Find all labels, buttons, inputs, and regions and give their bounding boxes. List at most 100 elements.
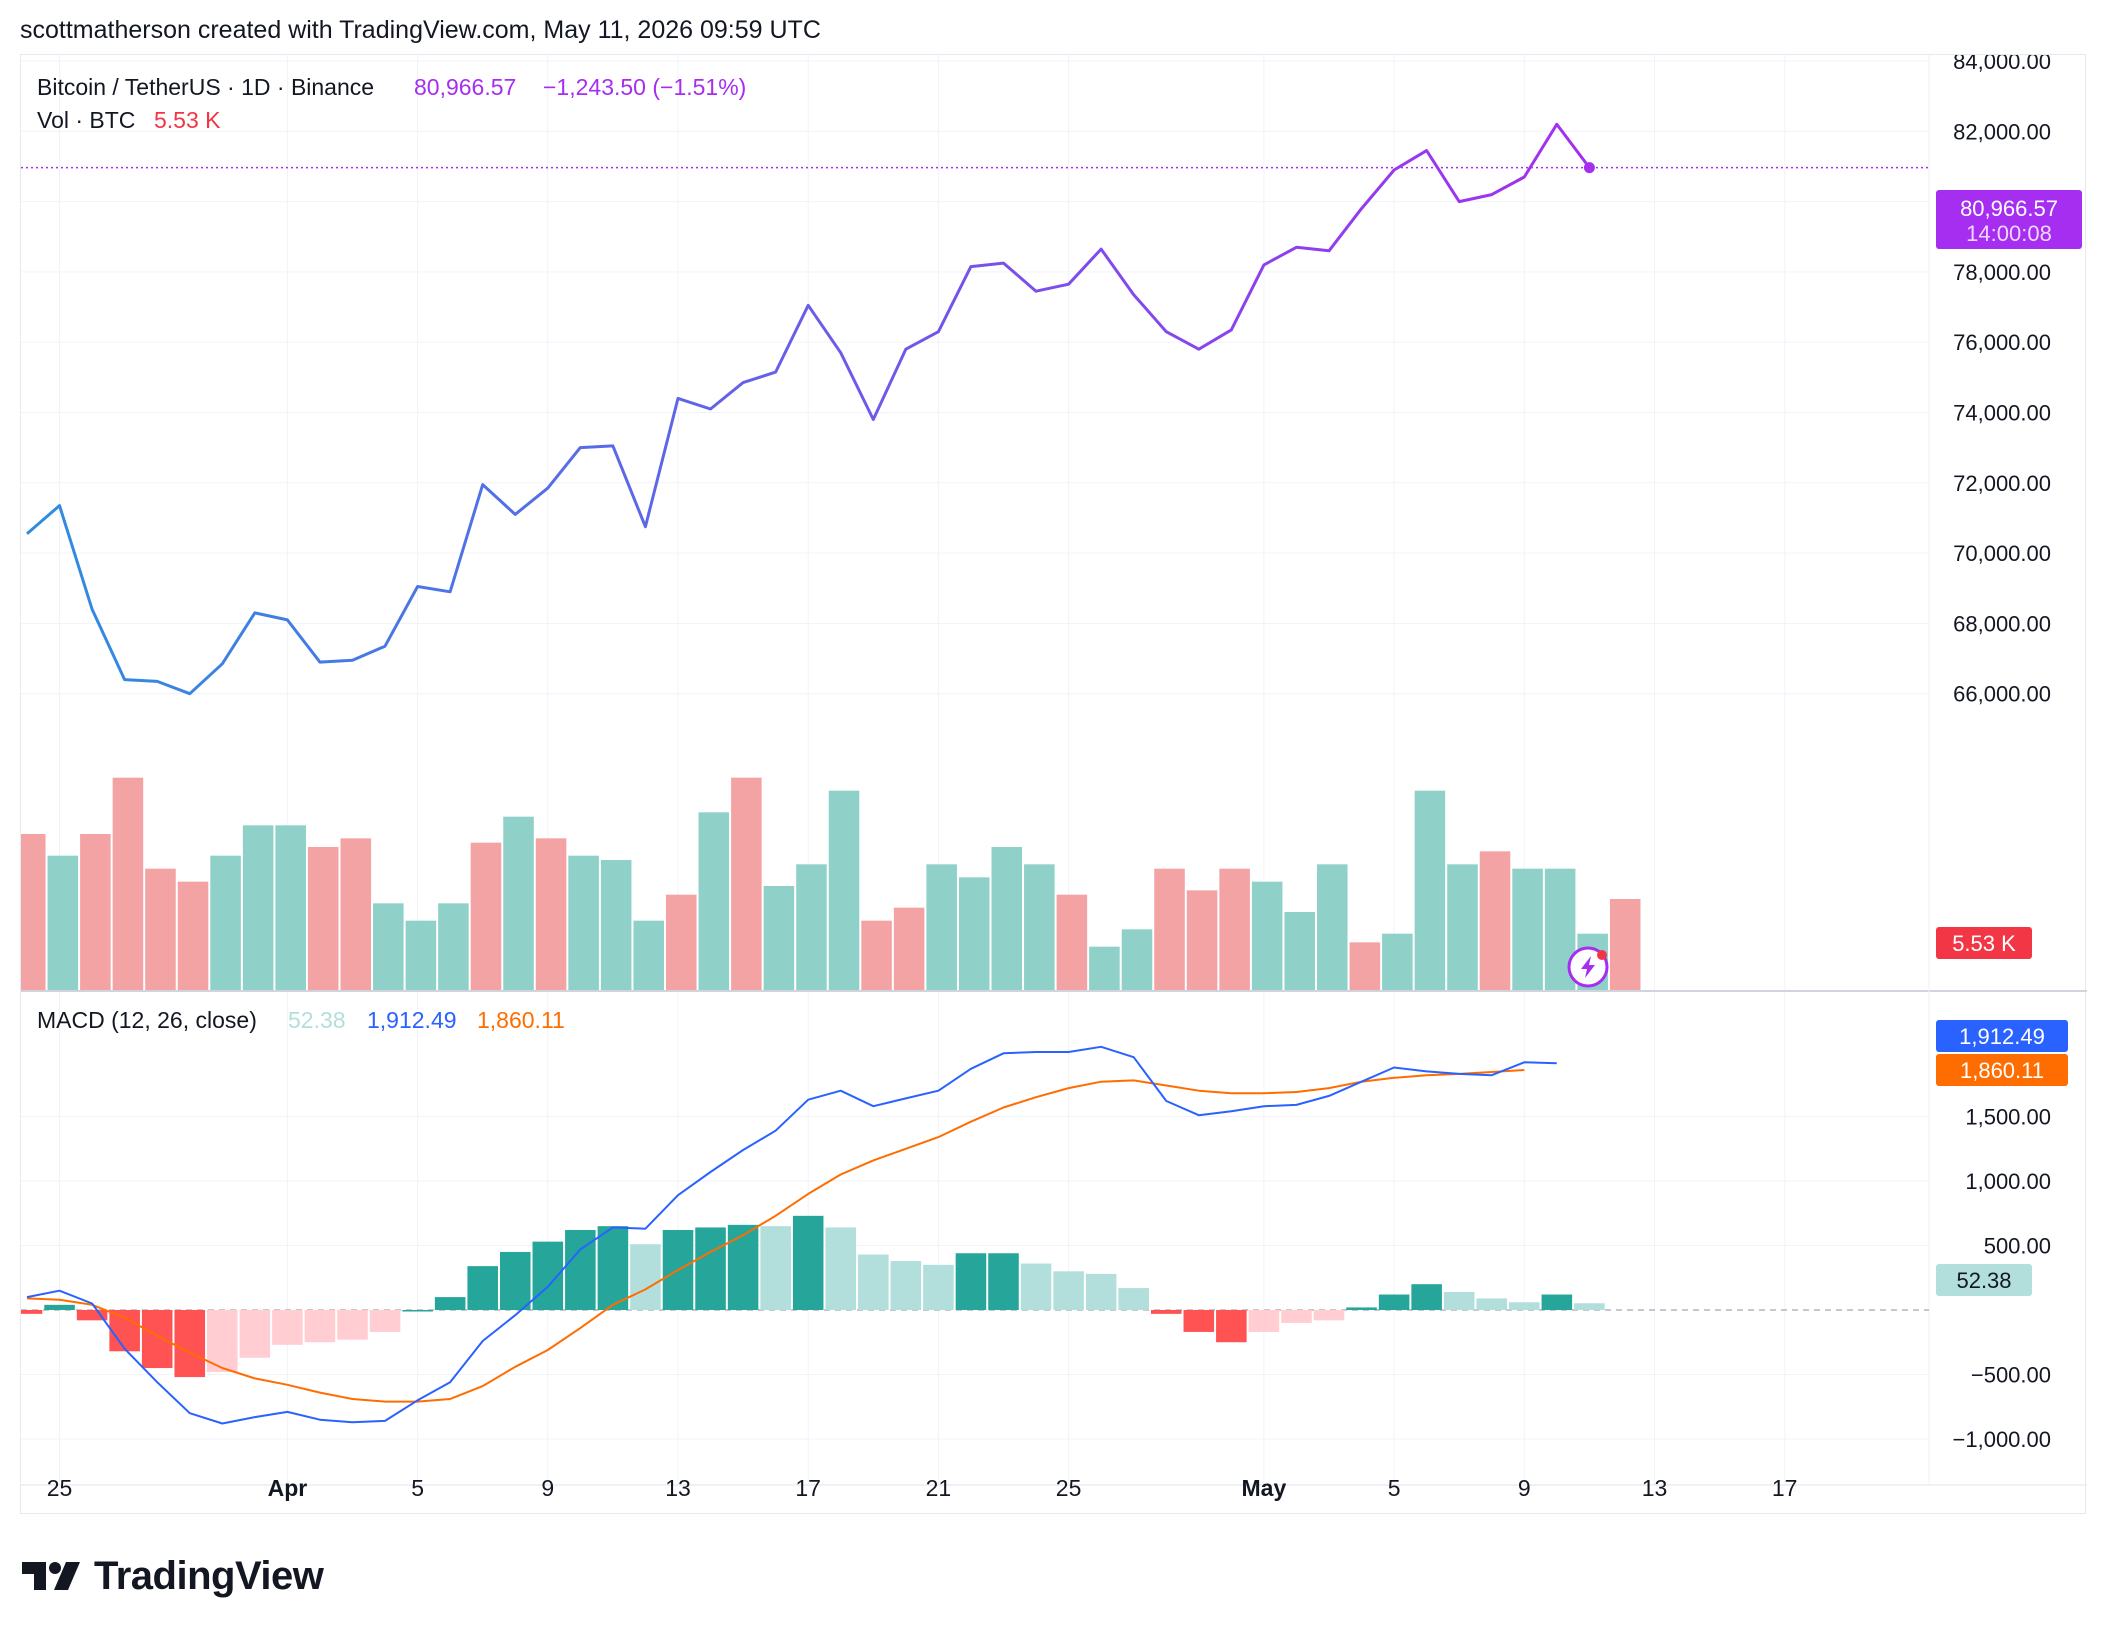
volume-bar: [1251, 881, 1283, 990]
volume-bar: [828, 790, 860, 990]
macd-histogram-bar: [1053, 1271, 1084, 1310]
price-badge-value: 80,966.57: [1960, 196, 2058, 221]
macd-axis-label: 500.00: [1984, 1234, 2051, 1259]
volume-bar: [307, 847, 339, 990]
macd-histogram-bar: [174, 1310, 206, 1378]
macd-histogram-bar: [1378, 1294, 1410, 1310]
macd-histogram-bar: [988, 1253, 1019, 1310]
macd-histogram-bar: [1411, 1284, 1442, 1310]
macd-histogram-bar: [21, 1310, 43, 1314]
macd-histogram-bar: [1085, 1273, 1117, 1310]
volume-bar: [1186, 890, 1218, 990]
macd-badge-value: 1,912.49: [1959, 1024, 2045, 1049]
macd-histogram-bar: [1216, 1310, 1247, 1343]
price-axis-label: 84,000.00: [1953, 55, 2051, 74]
volume-bar: [210, 855, 241, 990]
macd-histogram-bar: [76, 1310, 108, 1321]
macd-line: [26, 1045, 1557, 1425]
time-axis-label: Apr: [268, 1475, 308, 1501]
time-axis-label: 17: [1772, 1475, 1798, 1501]
macd-axis-label: −500.00: [1971, 1363, 2051, 1388]
legend-macd-signal: 1,860.11: [477, 1007, 565, 1033]
volume-badge-value: 5.53 K: [1952, 931, 2016, 956]
time-axis-label: 17: [795, 1475, 821, 1501]
volume-bar: [1056, 894, 1088, 990]
price-axis-label: 68,000.00: [1953, 611, 2051, 636]
time-axis-label: 9: [1518, 1475, 1531, 1501]
macd-histogram-bar: [858, 1254, 889, 1310]
macd-histogram-bar: [304, 1310, 336, 1343]
tradingview-logo-icon: [22, 1562, 80, 1590]
volume-bar: [926, 864, 957, 990]
macd-histogram-bar: [272, 1310, 303, 1345]
macd-histogram-bar: [597, 1226, 629, 1310]
price-axis-label: 74,000.00: [1953, 401, 2051, 426]
volume-bar: [958, 877, 990, 990]
time-axis-label: 9: [541, 1475, 554, 1501]
macd-histogram-bar: [727, 1224, 759, 1310]
legend-symbol: Bitcoin / TetherUS · 1D · Binance: [37, 74, 374, 100]
last-price-dot: [1583, 162, 1595, 174]
grid-lines: [21, 55, 2087, 1486]
volume-bar: [1512, 868, 1543, 990]
chart-credit: scottmatherson created with TradingView.…: [20, 16, 821, 44]
macd-histogram-bar: [1443, 1291, 1475, 1310]
price-badge: 80,966.57 14:00:08: [1936, 190, 2082, 249]
volume-bar: [177, 881, 209, 990]
volume-bar: [1121, 929, 1153, 990]
volume-bar: [1382, 933, 1413, 990]
macd-histogram-bar: [630, 1244, 661, 1310]
legend-macd-label: MACD (12, 26, close): [37, 1007, 257, 1033]
price-badge-countdown: 14:00:08: [1966, 221, 2052, 246]
macd-histogram-bar: [1150, 1310, 1182, 1314]
volume-bar: [373, 903, 404, 990]
volume-bar: [1479, 851, 1511, 990]
macd-axis-label: 1,500.00: [1965, 1105, 2051, 1130]
macd-histogram-bar: [402, 1310, 433, 1312]
legend-vol-value: 5.53 K: [154, 107, 221, 133]
macd-histogram-bar: [434, 1297, 466, 1310]
chart-canvas[interactable]: 66,000.00 68,000.00 70,000.00 72,000.00 74,0…: [21, 55, 2087, 1515]
price-layer: [21, 122, 1929, 696]
volume-bar: [1024, 864, 1055, 990]
chart-frame[interactable]: 66,000.00 68,000.00 70,000.00 72,000.00 74,0…: [20, 54, 2087, 1515]
macd-histogram-bar: [467, 1266, 498, 1310]
volume-bar: [1089, 946, 1120, 990]
legend-price: 80,966.57: [414, 74, 516, 100]
time-axis-label: May: [1242, 1475, 1287, 1501]
volume-bar: [633, 920, 664, 990]
flash-alert-icon[interactable]: [1567, 946, 1609, 988]
volume-bar: [405, 920, 437, 990]
macd-axis-label: 1,000.00: [1965, 1169, 2051, 1194]
hist-badge: 52.38: [1936, 1264, 2032, 1296]
time-axis-label: 25: [1056, 1475, 1082, 1501]
volume-bar: [145, 868, 176, 990]
macd-histogram-bar: [890, 1260, 922, 1310]
macd-layer: [21, 1045, 1929, 1425]
volume-badge: 5.53 K: [1936, 927, 2032, 959]
legend-change: −1,243.50 (−1.51%): [543, 74, 746, 100]
macd-histogram-bar: [1346, 1307, 1377, 1310]
price-axis-label: 66,000.00: [1953, 682, 2051, 707]
macd-histogram-bar: [1541, 1294, 1573, 1310]
price-axis-label: 72,000.00: [1953, 471, 2051, 496]
price-axis-label: 78,000.00: [1953, 260, 2051, 285]
macd-histogram-bar: [923, 1264, 954, 1310]
volume-bar: [568, 855, 599, 990]
time-axis-label: 21: [926, 1475, 952, 1501]
macd-histogram-bar: [1248, 1310, 1280, 1332]
volume-bar: [1219, 868, 1250, 990]
volume-bar: [796, 864, 827, 990]
macd-histogram-bar: [1476, 1298, 1508, 1310]
time-axis-label: 13: [665, 1475, 691, 1501]
macd-histogram-bar: [1281, 1310, 1312, 1323]
volume-bar: [1609, 899, 1641, 990]
macd-histogram-bar: [1020, 1263, 1052, 1310]
macd-histogram-bar: [1313, 1310, 1345, 1321]
volume-bar: [1447, 864, 1478, 990]
macd-histogram-bar: [239, 1310, 271, 1358]
tradingview-logo-text: TradingView: [94, 1553, 324, 1598]
macd-badge: 1,912.49: [1936, 1020, 2068, 1052]
tradingview-logo[interactable]: TradingView: [22, 1553, 324, 1599]
time-axis-label: 13: [1642, 1475, 1668, 1501]
